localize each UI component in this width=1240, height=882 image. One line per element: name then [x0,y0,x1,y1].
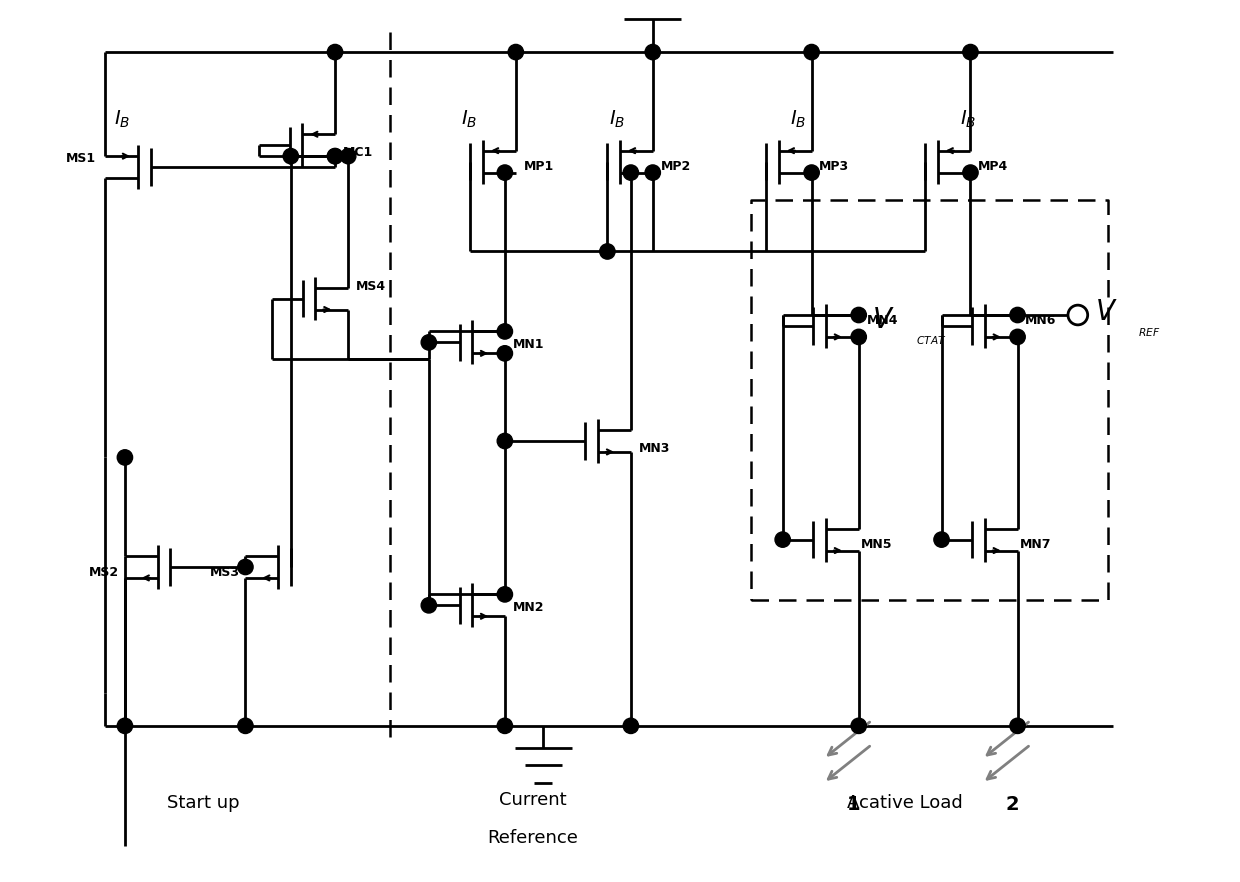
Circle shape [624,718,639,734]
Text: MN2: MN2 [512,601,544,614]
Circle shape [645,44,661,60]
Circle shape [804,44,820,60]
Circle shape [645,165,661,180]
Text: $_{CTAT}$: $_{CTAT}$ [915,332,946,347]
Circle shape [327,148,342,164]
Circle shape [497,165,512,180]
Circle shape [600,243,615,259]
Circle shape [422,335,436,350]
Text: MP1: MP1 [523,161,554,174]
Text: $I_B$: $I_B$ [960,109,976,131]
Text: MS3: MS3 [210,565,241,579]
Text: Start up: Start up [167,794,241,811]
Text: $I_B$: $I_B$ [609,109,625,131]
Text: $V$: $V$ [1095,299,1118,326]
Circle shape [327,148,342,164]
Circle shape [341,148,356,164]
Circle shape [1009,307,1025,323]
Text: MN4: MN4 [867,314,898,326]
Circle shape [508,44,523,60]
Text: MS1: MS1 [66,152,97,165]
Circle shape [962,44,978,60]
Text: $_{REF}$: $_{REF}$ [1138,324,1161,339]
Circle shape [962,165,978,180]
Circle shape [851,307,867,323]
Circle shape [497,346,512,361]
Circle shape [775,532,790,547]
Text: $I_B$: $I_B$ [114,109,130,131]
Circle shape [1009,718,1025,734]
Text: MN6: MN6 [1025,314,1056,326]
Text: $V$: $V$ [872,307,894,334]
Circle shape [934,532,949,547]
Circle shape [422,598,436,613]
Text: $I_B$: $I_B$ [790,109,806,131]
Text: MS4: MS4 [356,280,386,293]
Circle shape [118,718,133,734]
Text: 2: 2 [1006,796,1019,814]
Text: MP3: MP3 [820,161,849,174]
Circle shape [851,329,867,345]
Circle shape [497,718,512,734]
Circle shape [497,433,512,449]
Text: MN7: MN7 [1019,538,1052,551]
Text: Current: Current [498,791,567,810]
Circle shape [238,718,253,734]
Text: $I_B$: $I_B$ [461,109,477,131]
Circle shape [238,559,253,575]
Circle shape [283,148,299,164]
Circle shape [497,324,512,339]
Circle shape [804,165,820,180]
Text: MS2: MS2 [89,565,119,579]
Text: MP2: MP2 [661,161,691,174]
Circle shape [624,165,639,180]
Circle shape [497,587,512,602]
Text: MP4: MP4 [978,161,1008,174]
Text: 1: 1 [847,796,861,814]
Circle shape [851,718,867,734]
Text: MN1: MN1 [512,338,544,351]
Text: Reference: Reference [487,828,578,847]
Circle shape [118,450,133,465]
Circle shape [327,44,342,60]
Text: MN5: MN5 [861,538,893,551]
Text: MN3: MN3 [639,442,670,455]
Text: MC1: MC1 [342,146,373,159]
Circle shape [1009,329,1025,345]
Text: Acative Load: Acative Load [847,794,962,811]
